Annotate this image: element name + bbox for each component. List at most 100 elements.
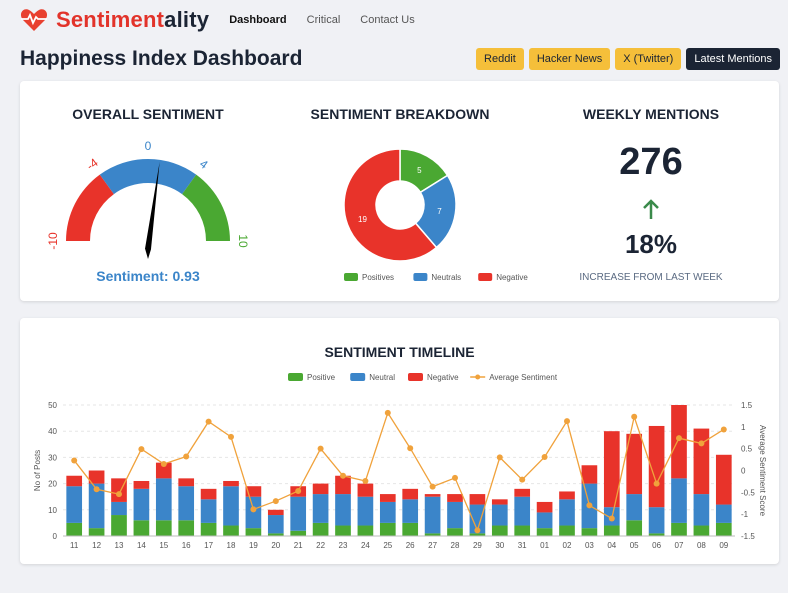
bar-negative <box>581 465 598 484</box>
x-tick-label: 15 <box>159 541 168 550</box>
legend-label-3: Average Sentiment <box>489 373 558 382</box>
x-tick-label: 04 <box>607 541 616 550</box>
bar-negative <box>357 483 374 497</box>
bar-negative <box>133 480 150 489</box>
x-tick-label: 12 <box>92 541 101 550</box>
average-sentiment-point <box>407 445 414 452</box>
arrow-up-icon <box>643 199 659 219</box>
breakdown-title: SENTIMENT BREAKDOWN <box>310 106 490 122</box>
heart-pulse-icon <box>20 9 48 31</box>
y-tick-label: 40 <box>48 427 57 436</box>
gauge-neutral-band <box>99 159 197 195</box>
gauge-tick-label: -4 <box>84 155 101 173</box>
bar-negative <box>715 454 732 505</box>
bar-positive <box>155 520 172 536</box>
bar-neutral <box>111 501 127 516</box>
average-sentiment-point <box>317 445 324 452</box>
bar-positive <box>447 528 463 536</box>
x-tick-label: 09 <box>719 541 728 550</box>
x-tick-label: 19 <box>249 541 258 550</box>
twitter-button[interactable]: X (Twitter) <box>615 48 682 70</box>
bar-neutral <box>66 486 83 523</box>
gauge-tick-label: -10 <box>46 232 60 250</box>
bar-negative <box>111 478 127 502</box>
x-tick-label: 26 <box>406 541 415 550</box>
average-sentiment-point <box>340 472 346 479</box>
navbar: Sentimentality Dashboard Critical Contac… <box>20 6 415 34</box>
bar-negative <box>312 483 329 495</box>
bar-neutral <box>290 496 307 531</box>
bar-negative <box>536 501 553 513</box>
average-sentiment-point <box>160 460 167 467</box>
y2-tick-label: 0.5 <box>741 445 753 454</box>
legend-label-0: Positive <box>307 373 336 382</box>
average-sentiment-point <box>720 426 727 433</box>
average-sentiment-line <box>73 411 725 533</box>
bar-neutral <box>693 494 710 526</box>
x-tick-label: 25 <box>383 541 392 550</box>
bar-negative <box>469 494 486 505</box>
bar-negative <box>603 431 620 508</box>
bar-neutral <box>626 494 643 521</box>
timeline-title: SENTIMENT TIMELINE <box>324 344 475 360</box>
x-tick-label: 06 <box>652 541 661 550</box>
latest-mentions-button[interactable]: Latest Mentions <box>686 48 780 70</box>
weekly-change: 18% <box>624 229 678 259</box>
y-tick-label: 10 <box>48 506 57 515</box>
bar-negative <box>223 480 239 487</box>
y2-tick-label: 1.5 <box>741 401 753 410</box>
bar-negative <box>200 488 217 500</box>
y2-tick-label: 1 <box>741 423 746 432</box>
average-sentiment-point <box>295 488 302 495</box>
bar-neutral <box>514 496 531 526</box>
bar-positive <box>66 522 83 536</box>
bar-neutral <box>379 501 396 523</box>
average-sentiment-point <box>272 498 279 505</box>
sentiment-value: Sentiment: 0.93 <box>96 268 200 284</box>
bar-negative <box>245 486 262 497</box>
bar-neutral <box>200 499 217 523</box>
bar-positive <box>245 528 262 536</box>
bar-positive <box>671 522 687 536</box>
weekly-mentions-title: WEEKLY MENTIONS <box>582 106 720 122</box>
bar-neutral <box>715 504 732 523</box>
average-sentiment-point <box>429 483 436 490</box>
nav-contact-us[interactable]: Contact Us <box>360 14 415 26</box>
average-sentiment-point <box>519 476 526 483</box>
sentiment-gauge: -10 -4 0 4 10 <box>46 139 250 259</box>
gauge-tick-label: 10 <box>236 234 250 248</box>
legend-label-2: Negative <box>427 373 459 382</box>
bar-negative <box>514 488 531 497</box>
nav-critical[interactable]: Critical <box>306 14 341 26</box>
bar-neutral <box>245 496 262 529</box>
legend-label: Positives <box>362 273 394 282</box>
bar-negative <box>424 494 441 497</box>
bar-positive <box>581 528 598 536</box>
y2-tick-label: -1 <box>741 510 749 519</box>
bar-positive <box>379 522 396 536</box>
bar-positive <box>88 528 105 536</box>
legend-swatch <box>408 373 423 381</box>
bar-neutral <box>469 504 486 534</box>
bar-neutral <box>335 494 351 526</box>
bar-positive <box>357 525 374 536</box>
legend-swatch <box>478 273 493 281</box>
bar-negative <box>379 494 396 502</box>
brand-logo[interactable]: Sentimentality <box>56 7 210 32</box>
bar-neutral <box>223 486 239 526</box>
x-tick-label: 31 <box>518 541 527 550</box>
x-tick-label: 08 <box>697 541 706 550</box>
legend-label: Negatives <box>496 273 528 282</box>
bar-neutral <box>155 478 172 521</box>
average-sentiment-point <box>71 457 78 464</box>
nav-dashboard[interactable]: Dashboard <box>229 14 287 26</box>
gauge-needle <box>145 161 160 259</box>
donut-slice-label: 19 <box>358 215 367 224</box>
average-sentiment-point <box>138 446 145 453</box>
bar-negative <box>671 405 687 479</box>
hacker-news-button[interactable]: Hacker News <box>528 48 611 70</box>
reddit-button[interactable]: Reddit <box>476 48 524 70</box>
bar-positive <box>648 533 665 536</box>
legend-label: Neutrals <box>431 273 461 282</box>
bar-negative <box>335 475 351 495</box>
